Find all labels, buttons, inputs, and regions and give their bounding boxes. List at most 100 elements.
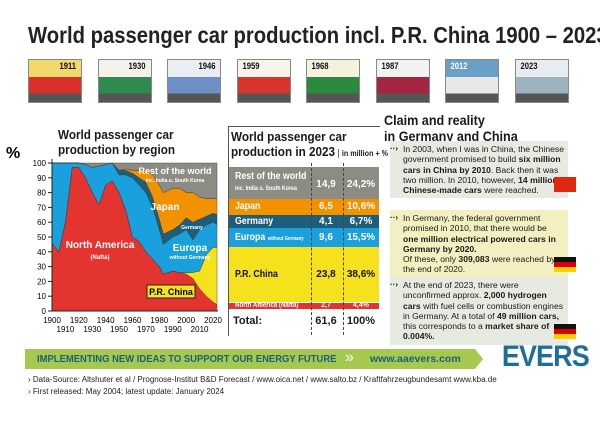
x-tick-label: 1920 bbox=[70, 316, 88, 325]
car-thumbnail: 1968 bbox=[306, 59, 360, 103]
row-label: Europa without Germany bbox=[235, 232, 304, 243]
row-label-text: Germany bbox=[235, 215, 274, 227]
x-tick-label: 2000 bbox=[177, 316, 195, 325]
car-thumbnail: 1930 bbox=[97, 59, 152, 103]
label-germany: Germany bbox=[181, 225, 203, 231]
x-tick-label: 1900 bbox=[43, 316, 61, 325]
row-label: North America (Nafta) bbox=[235, 302, 298, 309]
y-tick-label: 0 bbox=[42, 307, 47, 316]
row-label-text: Rest of the world bbox=[235, 171, 307, 182]
y-tick-label: 40 bbox=[37, 248, 46, 257]
arrow-icon: ··› bbox=[390, 280, 398, 289]
banner-arrow bbox=[475, 349, 483, 369]
table-row: North America (Nafta) 2,7 4,4% bbox=[229, 301, 379, 309]
table-row: P.R. China 23,8 38,6% bbox=[229, 247, 379, 302]
evers-logo: EVERS bbox=[501, 340, 590, 373]
x-tick-label: 1970 bbox=[137, 325, 155, 334]
row-percent: 6,7% bbox=[349, 215, 373, 227]
claims-title-line2: in Germany and China bbox=[384, 128, 518, 144]
row-label-text: Europa bbox=[235, 231, 266, 243]
claim-item: ··› In 2003, when I was in China, the Chi… bbox=[390, 141, 576, 199]
y-tick-label: 80 bbox=[37, 189, 46, 198]
x-tick-label: 2010 bbox=[191, 325, 209, 334]
released-text: First released: May 2004; latest update:… bbox=[32, 387, 225, 396]
column-divider bbox=[311, 163, 312, 335]
claims-title-line1: Claim and reality bbox=[384, 112, 485, 128]
chart-title-text: World passenger car production by region bbox=[58, 127, 175, 157]
row-label-text: P.R. China bbox=[235, 268, 278, 280]
row-percent: 38,6% bbox=[346, 268, 376, 280]
thumbnail-year: 1987 bbox=[381, 61, 399, 71]
y-tick-label: 90 bbox=[37, 174, 46, 183]
car-thumbnail: 2012 bbox=[445, 59, 499, 103]
germany-flag-icon bbox=[554, 323, 576, 339]
x-tick-label: 1960 bbox=[124, 316, 142, 325]
row-label: Germany bbox=[235, 216, 273, 227]
row-million: 2,7 bbox=[321, 301, 331, 309]
production-table: World passenger car production in 2023 i… bbox=[228, 126, 389, 336]
row-percent: 4,4% bbox=[353, 301, 369, 309]
label-rest-sub: inc. India u. South Korea bbox=[146, 178, 205, 184]
label-north-america: North America bbox=[66, 240, 135, 251]
car-thumbnail: 1911 bbox=[28, 59, 82, 103]
claim-item: ··› At the end of 2023, there were unconf… bbox=[390, 277, 576, 345]
y-tick-label: 20 bbox=[37, 277, 46, 286]
row-million: 23,8 bbox=[316, 268, 336, 280]
germany-flag-icon bbox=[554, 256, 576, 272]
label-china: P.R. China bbox=[149, 287, 194, 297]
row-percent: 24,2% bbox=[346, 179, 376, 190]
thumbnail-year: 1930 bbox=[128, 61, 146, 71]
x-tick-label: 1980 bbox=[150, 316, 168, 325]
table-unit: in million + % bbox=[338, 149, 389, 158]
label-europa-sub: without Germany bbox=[169, 255, 211, 261]
claim-text: In Germany, the federal government promi… bbox=[403, 213, 556, 275]
china-label-box bbox=[146, 284, 196, 299]
table-row: Rest of the world inc. India u. South Kor… bbox=[229, 167, 379, 199]
label-nafta: (Nafta) bbox=[91, 255, 110, 261]
footer-released: › First released: May 2004; latest updat… bbox=[28, 387, 225, 396]
claims-title: Claim and reality in Germany and China bbox=[384, 112, 518, 144]
car-thumbnail: 1959 bbox=[236, 59, 291, 103]
y-tick-label: 10 bbox=[37, 292, 46, 301]
footer-source: › Data-Source: Altshuter et al / Prognos… bbox=[28, 375, 497, 384]
y-tick-label: 50 bbox=[37, 233, 46, 242]
row-percent: 10,6% bbox=[346, 201, 376, 212]
table-title-line2: production in 2023 bbox=[231, 144, 336, 159]
chevron-right-icon: » bbox=[345, 349, 354, 366]
y-axis-label: % bbox=[6, 145, 20, 162]
website-link[interactable]: www.aaevers.com bbox=[370, 353, 461, 365]
arrow-icon: ··› bbox=[390, 213, 398, 222]
car-thumbnail: 2023 bbox=[514, 59, 569, 103]
source-text: Data-Source: Altshuter et al / Prognose-… bbox=[32, 375, 497, 384]
row-million: 4,1 bbox=[319, 215, 333, 227]
label-japan: Japan bbox=[151, 202, 180, 213]
slogan-banner: IMPLEMENTING NEW IDEAS TO SUPPORT OUR EN… bbox=[25, 349, 475, 369]
x-tick-label: 1930 bbox=[83, 325, 101, 334]
thumbnail-year: 1911 bbox=[59, 61, 77, 71]
claim-text: At the end of 2023, there were unconfirm… bbox=[403, 280, 564, 342]
x-tick-label: 2020 bbox=[204, 316, 222, 325]
label-rest: Rest of the world bbox=[138, 166, 211, 176]
row-label-text: Japan bbox=[235, 201, 261, 212]
car-thumbnail: 1946 bbox=[167, 59, 221, 103]
row-million: 14,9 bbox=[316, 179, 336, 190]
row-label: P.R. China bbox=[235, 269, 278, 280]
table-title-line1: World passenger car bbox=[231, 129, 347, 144]
row-percent: 15,5% bbox=[346, 231, 376, 243]
thumbnail-year: 1946 bbox=[198, 61, 216, 71]
car-thumbnail: 1987 bbox=[375, 59, 430, 103]
x-tick-label: 1910 bbox=[57, 325, 75, 334]
chart-title: World passenger car production by region bbox=[58, 127, 184, 157]
x-tick-label: 1940 bbox=[97, 316, 115, 325]
column-divider bbox=[343, 163, 344, 335]
y-tick-label: 70 bbox=[37, 203, 46, 212]
column-header-million: million bbox=[313, 161, 330, 167]
row-million: 6,5 bbox=[319, 201, 333, 212]
y-tick-label: 60 bbox=[37, 218, 46, 227]
row-million: 9,6 bbox=[319, 231, 333, 243]
table-title: World passenger car production in 2023 i… bbox=[231, 129, 389, 161]
total-percent: 100% bbox=[346, 315, 376, 327]
claim-text: In 2003, when I was in China, the Chines… bbox=[403, 144, 564, 196]
row-label-text: North America (Nafta) bbox=[235, 301, 299, 309]
